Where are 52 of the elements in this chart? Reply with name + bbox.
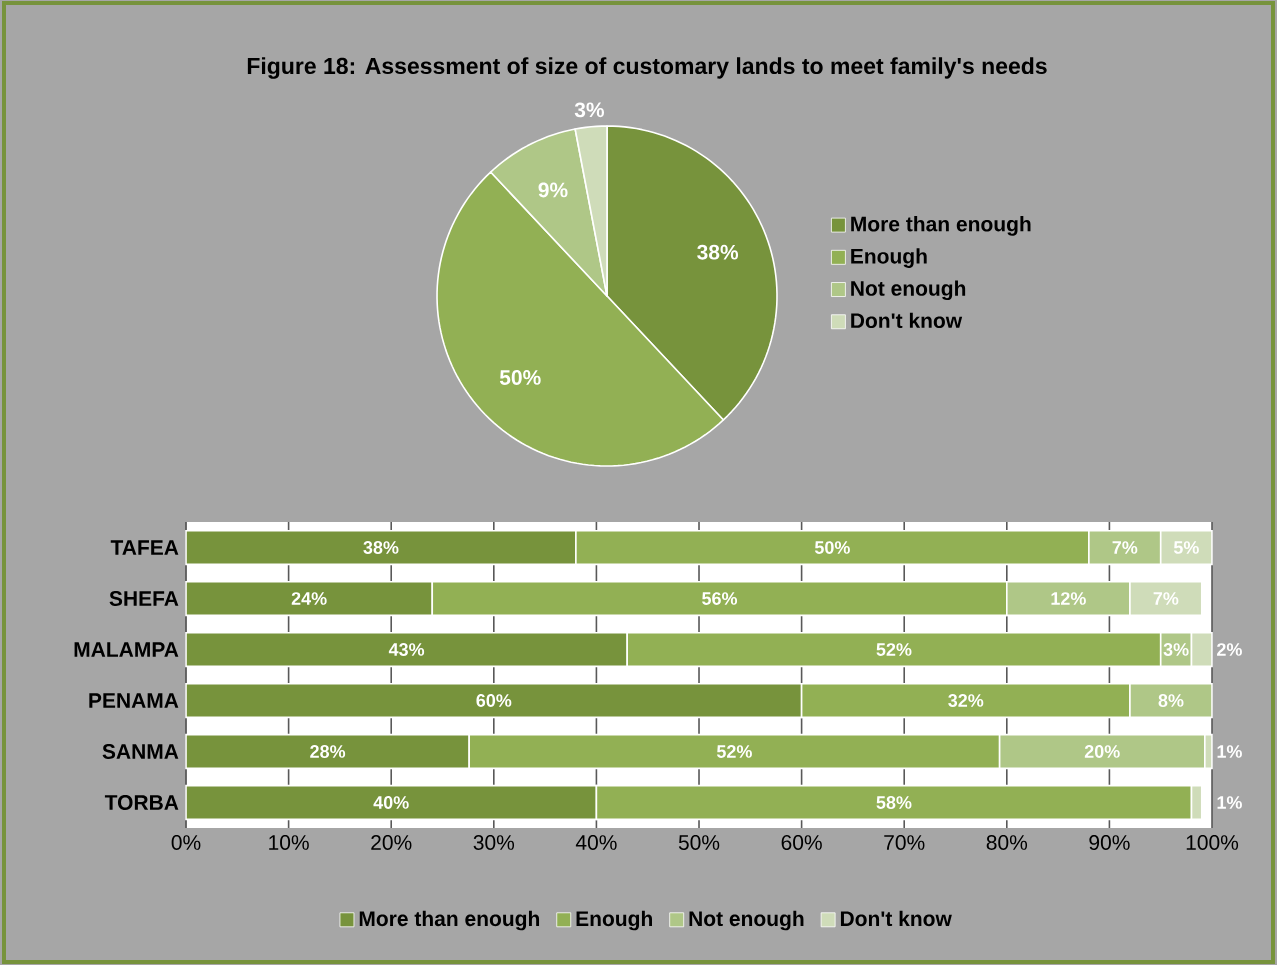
- data-label: 2%: [1217, 643, 1242, 656]
- data-label: 28%: [310, 745, 346, 758]
- x-tick-label: 10%: [269, 835, 309, 850]
- legend-label: Enough: [851, 248, 927, 268]
- chart-title: Figure 18: Assessment of size of customary lands to meet family's needs: [247, 57, 1047, 79]
- x-tick-label: 50%: [678, 835, 720, 850]
- x-tick-label: 70%: [884, 835, 925, 850]
- x-tick-label: 20%: [371, 835, 412, 850]
- data-label: 8%: [1158, 694, 1184, 707]
- legend-label: Not enough: [851, 280, 966, 301]
- data-label: 38%: [363, 541, 399, 554]
- data-label: 52%: [716, 745, 752, 758]
- data-label: 24%: [291, 592, 327, 605]
- data-label: 7%: [1112, 541, 1138, 554]
- x-tick-label: 80%: [986, 835, 1028, 850]
- data-label: 40%: [373, 796, 409, 809]
- data-label: 58%: [876, 796, 912, 809]
- y-tick-label: SHEFA: [109, 591, 179, 606]
- data-label: 50%: [499, 370, 541, 385]
- x-tick-label: 100%: [1186, 835, 1239, 850]
- x-tick-label: 30%: [473, 835, 515, 850]
- data-label: 38%: [697, 244, 739, 260]
- data-label: 3%: [574, 102, 605, 118]
- legend-label: Don't know: [851, 312, 963, 329]
- data-label: 43%: [388, 643, 425, 656]
- data-label: 12%: [1051, 592, 1086, 605]
- data-label: 50%: [814, 541, 850, 554]
- legend-label: More than enough: [359, 910, 540, 931]
- data-label: 56%: [702, 592, 738, 605]
- data-label: 1%: [1217, 796, 1242, 809]
- x-tick-label: 90%: [1089, 835, 1130, 850]
- x-tick-label: 40%: [575, 835, 617, 850]
- legend-label: Enough: [576, 910, 652, 931]
- legend-label: Don't know: [840, 910, 952, 927]
- y-tick-label: SANMA: [102, 744, 179, 759]
- data-label: 1%: [1217, 745, 1242, 758]
- y-tick-label: MALAMPA: [74, 642, 179, 657]
- data-label: 20%: [1084, 745, 1120, 758]
- data-label: 9%: [538, 182, 568, 198]
- data-label: 52%: [876, 643, 912, 656]
- legend-label: More than enough: [851, 216, 1031, 236]
- data-label: 3%: [1163, 643, 1189, 656]
- data-label: 60%: [476, 694, 512, 707]
- y-tick-label: TORBA: [104, 795, 179, 810]
- legend-label: Not enough: [689, 910, 804, 931]
- data-label: 32%: [948, 694, 984, 707]
- data-label: 7%: [1153, 592, 1179, 605]
- y-tick-label: PENAMA: [89, 693, 179, 708]
- y-tick-label: TAFEA: [110, 540, 179, 555]
- data-label: 5%: [1173, 541, 1199, 554]
- x-tick-label: 0%: [171, 835, 201, 850]
- x-tick-label: 60%: [781, 835, 822, 850]
